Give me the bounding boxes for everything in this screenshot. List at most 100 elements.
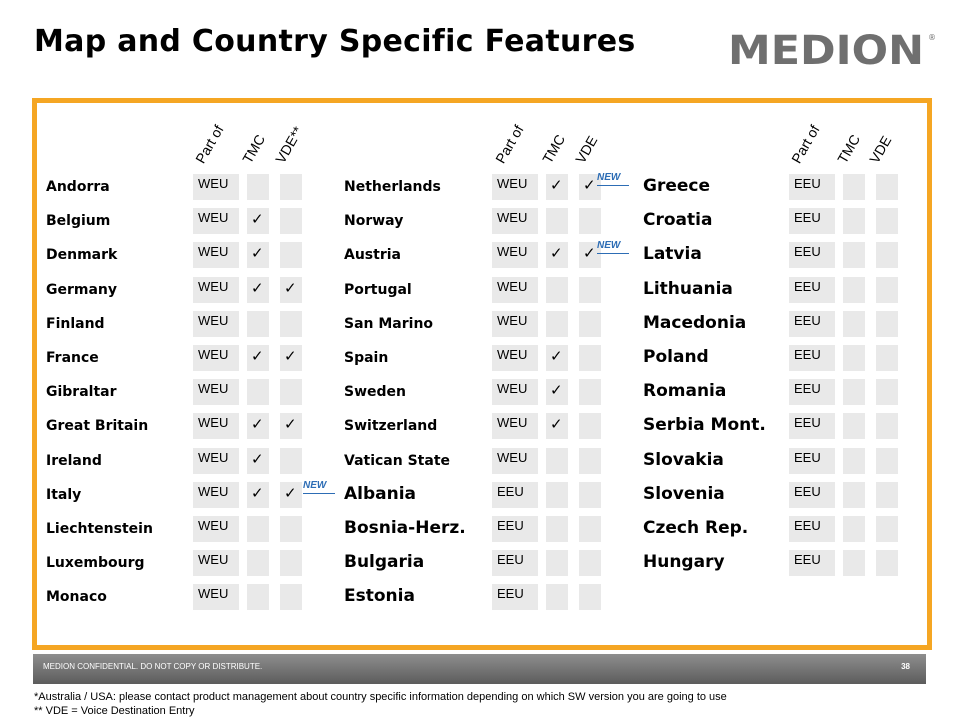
- vde-cell: [579, 584, 601, 611]
- vde-cell: [876, 481, 898, 508]
- check-icon: ✓: [284, 347, 297, 365]
- footer-bar: MEDION CONFIDENTIAL. DO NOT COPY OR DIST…: [33, 654, 926, 684]
- country-name: Czech Rep.: [643, 518, 749, 538]
- region-code: WEU: [198, 210, 229, 226]
- region-code: WEU: [497, 415, 528, 431]
- vde-cell: ✓: [280, 481, 302, 508]
- region-code: EEU: [794, 176, 821, 191]
- country-name: Spain: [344, 350, 389, 366]
- region-code: WEU: [198, 176, 229, 191]
- region-cell: WEU: [193, 310, 239, 337]
- vde-cell: [579, 550, 601, 577]
- country-name: Bulgaria: [344, 552, 425, 573]
- country-name: Great Britain: [46, 418, 149, 435]
- vde-cell: ✓: [280, 413, 302, 440]
- region-cell: WEU: [193, 276, 239, 303]
- country-name: Bosnia-Herz.: [344, 518, 466, 538]
- check-icon: ✓: [284, 415, 297, 434]
- vde-cell: ✓: [280, 345, 302, 371]
- region-cell: WEU: [193, 516, 239, 542]
- country-name: San Marino: [344, 315, 434, 332]
- vde-cell: [280, 584, 302, 611]
- region-cell: EEU: [789, 276, 835, 303]
- region-cell: WEU: [193, 550, 239, 577]
- region-cell: EEU: [492, 516, 538, 542]
- tmc-cell: ✓: [546, 345, 568, 371]
- check-icon: ✓: [583, 176, 596, 194]
- vde-cell: [876, 413, 898, 440]
- new-badge: NEW: [303, 479, 335, 494]
- vde-cell: [876, 310, 898, 337]
- region-code: EEU: [794, 312, 821, 328]
- check-icon: ✓: [550, 244, 563, 263]
- country-name: Norway: [344, 213, 404, 230]
- region-code: WEU: [198, 483, 229, 499]
- region-code: WEU: [198, 586, 229, 602]
- vde-cell: [876, 208, 898, 235]
- country-name: Switzerland: [344, 418, 438, 435]
- vde-cell: [876, 379, 898, 406]
- region-code: WEU: [198, 347, 229, 362]
- region-code: WEU: [198, 244, 229, 260]
- features-table-frame: [32, 98, 932, 650]
- tmc-cell: ✓: [247, 345, 269, 371]
- page-number: 38: [901, 662, 910, 671]
- region-cell: WEU: [492, 447, 538, 474]
- region-cell: EEU: [789, 516, 835, 542]
- vde-cell: [280, 550, 302, 577]
- region-cell: EEU: [789, 447, 835, 474]
- country-name: France: [46, 350, 99, 366]
- tmc-cell: ✓: [546, 413, 568, 440]
- tmc-cell: [546, 550, 568, 577]
- country-name: Poland: [643, 347, 709, 367]
- region-cell: EEU: [789, 379, 835, 406]
- country-name: Portugal: [344, 281, 412, 298]
- country-name: Denmark: [46, 247, 118, 264]
- region-cell: EEU: [789, 550, 835, 577]
- region-code: WEU: [497, 210, 528, 226]
- medion-logo: MEDION ®: [728, 28, 936, 70]
- region-code: EEU: [497, 518, 524, 533]
- tmc-cell: ✓: [247, 447, 269, 474]
- region-cell: WEU: [193, 481, 239, 508]
- vde-cell: [876, 276, 898, 303]
- tmc-cell: [843, 276, 865, 303]
- country-name: Liechtenstein: [46, 521, 153, 537]
- region-code: EEU: [497, 552, 524, 568]
- country-name: Vatican State: [344, 452, 451, 469]
- region-cell: EEU: [789, 310, 835, 337]
- vde-cell: [280, 208, 302, 235]
- vde-cell: [876, 550, 898, 577]
- country-name: Monaco: [46, 589, 107, 606]
- check-icon: ✓: [284, 483, 297, 502]
- region-code: EEU: [794, 381, 821, 397]
- country-name: Hungary: [643, 552, 725, 573]
- tmc-cell: ✓: [247, 413, 269, 440]
- tmc-cell: [247, 516, 269, 542]
- vde-cell: ✓: [579, 174, 601, 200]
- check-icon: ✓: [550, 176, 563, 194]
- region-cell: WEU: [193, 242, 239, 269]
- country-name: Andorra: [46, 179, 110, 195]
- vde-cell: [876, 447, 898, 474]
- region-cell: WEU: [193, 447, 239, 474]
- region-cell: WEU: [492, 413, 538, 440]
- vde-cell: [579, 413, 601, 440]
- new-badge: NEW: [597, 171, 629, 186]
- country-name: Gibraltar: [46, 384, 117, 401]
- region-cell: EEU: [492, 550, 538, 577]
- check-icon: ✓: [251, 415, 264, 434]
- check-icon: ✓: [251, 483, 264, 502]
- region-cell: WEU: [492, 208, 538, 235]
- vde-cell: [579, 310, 601, 337]
- vde-cell: [280, 310, 302, 337]
- tmc-cell: [843, 516, 865, 542]
- footnote-vde: ** VDE = Voice Destination Entry: [34, 705, 195, 717]
- tmc-cell: [546, 208, 568, 235]
- tmc-cell: [843, 481, 865, 508]
- check-icon: ✓: [251, 210, 264, 229]
- vde-cell: [579, 276, 601, 303]
- check-icon: ✓: [550, 381, 563, 400]
- vde-cell: [579, 516, 601, 542]
- region-code: WEU: [198, 381, 229, 397]
